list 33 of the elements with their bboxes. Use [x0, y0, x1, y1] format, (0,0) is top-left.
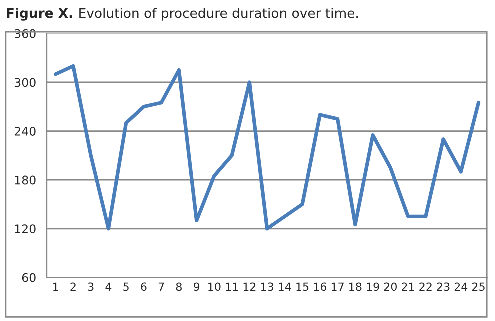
line-series — [54, 64, 481, 231]
x-tick-label: 16 — [314, 282, 327, 292]
x-tick-label: 2 — [70, 282, 76, 291]
x-tick-label: 17 — [332, 282, 344, 291]
x-tick-label: 7 — [158, 282, 164, 291]
x-tick-label: 18 — [350, 282, 362, 292]
x-tick-label: 11 — [226, 282, 238, 291]
x-tick-label: 3 — [88, 282, 94, 292]
x-tick-label: 24 — [454, 282, 468, 291]
chart-subtitle: Evolution of procedure duration over time. — [80, 8, 358, 21]
x-tick-label: 8 — [176, 282, 182, 292]
y-tick-label: 60 — [22, 273, 36, 282]
x-tick-label: 25 — [472, 282, 485, 292]
x-tick-label: 9 — [194, 282, 200, 292]
y-tick-label: 300 — [14, 78, 36, 88]
x-tick-label: 12 — [244, 282, 256, 291]
x-tick-label: 20 — [384, 282, 397, 292]
x-tick-label: 6 — [141, 282, 147, 292]
chart-title: Figure X. — [7, 8, 72, 21]
x-tick-label: 23 — [437, 282, 450, 292]
y-tick-label: 120 — [15, 224, 36, 234]
x-tick-label: 14 — [279, 282, 292, 291]
y-tick-label: 180 — [15, 176, 36, 185]
x-tick-label: 13 — [261, 282, 274, 292]
x-tick-label: 21 — [402, 282, 414, 291]
x-tick-label: 5 — [124, 282, 129, 292]
x-tick-label: 19 — [367, 282, 380, 292]
x-tick-label: 10 — [208, 282, 221, 292]
x-tick-label: 22 — [420, 282, 432, 291]
x-tick-label: 15 — [296, 282, 309, 292]
x-tick-label: 1 — [54, 282, 58, 291]
x-tick-label: 4 — [106, 282, 112, 291]
y-tick-label: 240 — [14, 127, 36, 136]
